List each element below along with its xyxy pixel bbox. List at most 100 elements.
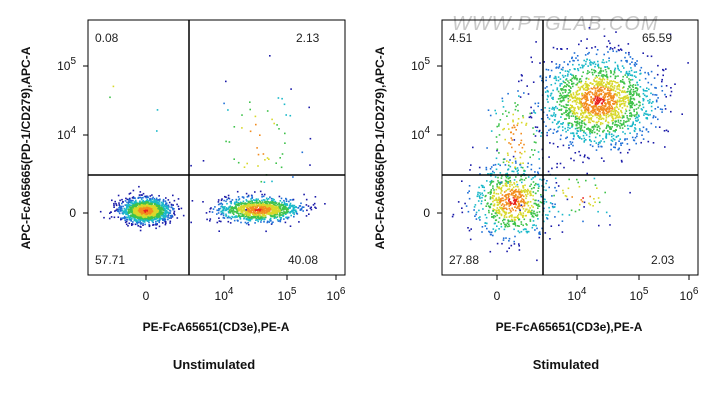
- event-dot: [114, 210, 116, 212]
- event-dot: [252, 211, 255, 214]
- event-dot: [142, 199, 145, 202]
- event-dot: [515, 181, 518, 183]
- event-dot: [520, 213, 522, 216]
- event-dot: [512, 186, 515, 188]
- event-dot: [236, 219, 239, 222]
- event-dot: [619, 138, 621, 140]
- event-dot: [142, 213, 145, 216]
- event-dot: [633, 91, 636, 93]
- event-dot: [467, 210, 470, 213]
- event-dot: [167, 218, 169, 221]
- event-dot: [309, 137, 312, 140]
- event-dot: [274, 212, 276, 214]
- event-dot: [260, 219, 262, 221]
- event-dot: [608, 59, 610, 62]
- event-dot: [468, 190, 470, 192]
- event-dot: [130, 216, 132, 219]
- event-dot: [608, 131, 611, 133]
- event-dot: [158, 219, 161, 222]
- event-dot: [642, 92, 645, 95]
- event-dot: [614, 129, 616, 132]
- event-dot: [165, 197, 167, 199]
- event-dot: [529, 210, 532, 213]
- event-dot: [585, 96, 588, 98]
- event-dot: [238, 198, 241, 200]
- event-dot: [279, 157, 281, 159]
- event-dot: [153, 201, 156, 203]
- event-dot: [277, 209, 280, 211]
- event-dot: [222, 216, 225, 219]
- event-dot: [513, 228, 515, 231]
- event-dot: [264, 203, 266, 206]
- event-dot: [278, 214, 281, 216]
- event-dot: [551, 108, 553, 110]
- event-dot: [261, 209, 263, 211]
- event-dot: [555, 79, 558, 82]
- event-dot: [591, 102, 594, 104]
- event-dot: [647, 140, 650, 143]
- event-dot: [286, 217, 289, 220]
- event-dot: [520, 189, 523, 192]
- event-dot: [559, 92, 562, 95]
- event-dot: [526, 201, 529, 204]
- event-dot: [610, 89, 612, 91]
- event-dot: [631, 94, 634, 97]
- event-dot: [498, 211, 501, 213]
- event-dot: [616, 99, 619, 102]
- event-dot: [532, 212, 534, 214]
- event-dot: [612, 138, 615, 140]
- event-dot: [624, 112, 627, 115]
- event-dot: [543, 121, 545, 123]
- event-dot: [282, 209, 285, 211]
- event-dot: [128, 200, 130, 202]
- event-dot: [566, 109, 569, 112]
- event-dot: [568, 144, 570, 147]
- event-dot: [254, 191, 256, 193]
- event-dot: [615, 75, 617, 78]
- event-dot: [285, 212, 287, 214]
- event-dot: [547, 116, 549, 119]
- event-dot: [619, 99, 621, 101]
- event-dot: [493, 171, 495, 174]
- event-dot: [568, 85, 570, 87]
- event-dot: [572, 59, 574, 62]
- event-dot: [617, 112, 620, 114]
- event-dot: [238, 215, 241, 217]
- event-dot: [550, 84, 553, 86]
- event-dot: [118, 208, 120, 211]
- event-dot: [149, 207, 152, 210]
- event-dot: [605, 112, 608, 115]
- event-dot: [129, 197, 131, 200]
- event-dot: [511, 192, 513, 195]
- event-dot: [234, 207, 236, 210]
- event-dot: [136, 216, 138, 218]
- event-dot: [536, 215, 538, 217]
- event-dot: [528, 191, 531, 194]
- event-dot: [479, 197, 481, 200]
- event-dot: [256, 217, 259, 219]
- event-dot: [156, 212, 158, 214]
- event-dot: [635, 142, 637, 145]
- event-dot: [577, 86, 580, 89]
- event-dot: [270, 220, 272, 222]
- event-dot: [289, 202, 292, 205]
- event-dot: [596, 108, 598, 111]
- event-dot: [654, 86, 656, 89]
- event-dot: [517, 200, 520, 202]
- event-dot: [534, 135, 537, 137]
- event-dot: [536, 214, 539, 216]
- event-dot: [601, 109, 604, 111]
- event-dot: [611, 86, 614, 88]
- event-dot: [239, 208, 241, 211]
- event-dot: [598, 108, 601, 111]
- event-dot: [228, 141, 231, 143]
- event-dot: [572, 76, 575, 78]
- event-dot: [145, 211, 147, 213]
- event-dot: [576, 115, 578, 117]
- event-dot: [584, 132, 587, 134]
- event-dot: [588, 128, 591, 130]
- event-dot: [513, 216, 515, 219]
- event-dot: [532, 194, 534, 197]
- event-dot: [537, 171, 539, 173]
- event-dot: [562, 80, 565, 83]
